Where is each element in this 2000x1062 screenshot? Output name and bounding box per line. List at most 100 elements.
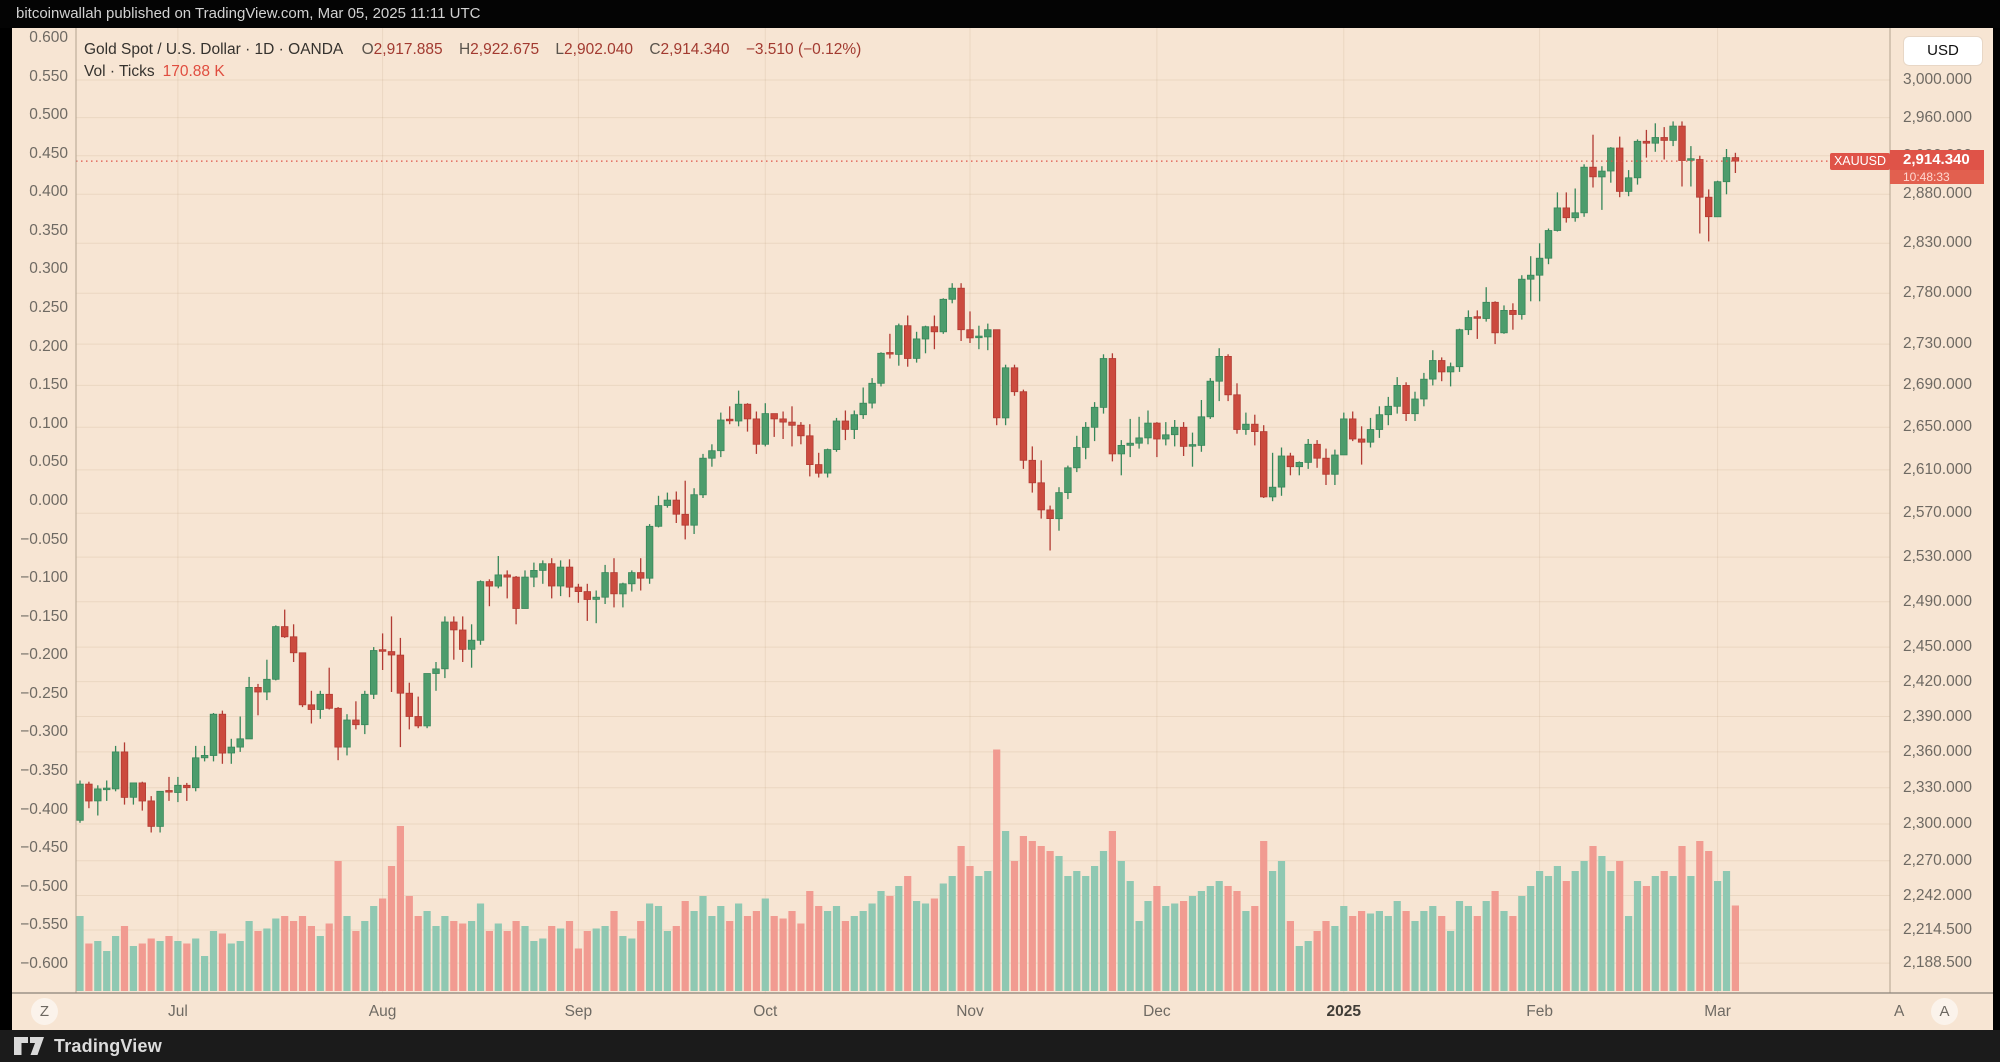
left-axis-tick: 0.550 [29,67,68,85]
volume-bar [494,923,502,991]
volume-bar [1580,861,1588,991]
right-axis-tick: 2,650.000 [1903,418,1972,436]
candle-body [1028,459,1036,484]
volume-bar [1313,931,1321,991]
price-chart-plot[interactable] [12,28,1993,1030]
volume-bar [904,876,912,991]
volume-bar [1562,881,1570,991]
candle-body [1598,170,1606,178]
candle-body [1108,358,1117,455]
candle-body [1491,301,1499,334]
volume-bar [174,941,182,991]
volume-bar [298,916,307,991]
volume-bar [930,898,938,991]
candle-body [1669,125,1677,141]
candle-body [369,650,378,695]
volume-bar [1375,911,1383,991]
candle-body [1607,147,1615,172]
time-axis-month-label: Sep [564,1002,593,1020]
volume-bar [708,916,716,991]
left-axis-tick: 0.500 [29,106,68,124]
volume-bar [1162,906,1170,991]
candle-body [912,338,921,359]
volume-bar [192,938,200,991]
volume-bar [1269,871,1277,991]
candle-body [1411,398,1419,415]
clipped-month-label: A [1894,1003,1905,1020]
bar-countdown: 10:48:33 [1890,170,1984,184]
candle-body [610,572,618,595]
candle-body [245,687,253,740]
candle-body [1073,447,1081,469]
volume-bar [1082,876,1090,991]
symbol-price-tag: XAUUSD [1830,153,1890,170]
volume-bar [1028,841,1036,991]
candle-body [512,576,520,609]
candle-body [227,746,235,754]
candle-body [1099,358,1108,408]
volume-bar [1037,846,1045,991]
volume-bar [646,903,654,991]
currency-toggle-button[interactable]: USD [1904,37,1982,65]
time-axis-month-label: Jul [167,1002,188,1020]
candle-body [1562,207,1570,219]
candle-body [1162,434,1170,440]
volume-bar [1482,901,1490,991]
left-axis-tick: 0.200 [29,337,68,355]
volume-bar [379,898,387,991]
volume-bar [183,943,191,991]
volume-bar [1669,876,1677,991]
right-price-scale[interactable]: 3,000.0002,960.0002,920.0002,880.0002,83… [1890,28,1993,993]
volume-bar [654,906,663,991]
tradingview-logo-icon[interactable] [14,1037,45,1055]
volume-bar [1509,916,1517,991]
candle-body [1064,467,1072,493]
candle-body [1126,442,1134,446]
volume-bar [815,906,823,991]
symbol-title[interactable]: Gold Spot / U.S. Dollar · 1D · OANDA [84,41,344,58]
right-scale-badge[interactable]: A [1931,998,1958,1025]
left-scale-badge[interactable]: Z [31,998,58,1025]
candle-body [289,636,298,654]
volume-label[interactable]: Vol · Ticks [84,63,155,80]
left-axis-tick: −0.150 [20,607,68,625]
left-price-scale[interactable]: 0.600 0.550 0.500 0.450 0.400 0.350 0.300 0.250… [12,28,76,993]
candle-body [1500,309,1508,334]
volume-bar [975,876,983,991]
volume-bar [957,846,965,991]
candle-body [476,581,485,641]
right-axis-tick: 2,360.000 [1903,742,1972,760]
candle-body [343,719,351,748]
candle-body [654,505,663,527]
left-axis-tick: 0.600 [29,29,68,46]
left-axis-tick: 0.300 [29,260,68,278]
candle-body [1144,422,1152,439]
volume-bar [201,956,209,991]
candle-body [1197,416,1206,446]
right-axis-tick: 2,242.000 [1903,886,1972,904]
candle-body [886,352,894,355]
candle-body [254,687,262,693]
candle-body [1696,159,1704,198]
left-axis-tick: −0.100 [20,569,68,587]
candle-body [681,513,689,526]
volume-bar [1536,871,1544,991]
tradingview-brand[interactable]: TradingView [54,1035,162,1056]
volume-bar [1117,861,1125,991]
volume-bar [699,896,707,991]
volume-bar [138,943,146,991]
time-scale[interactable]: Jul Aug Sep Oct Nov Dec 2025 Feb Mar [12,993,1993,1030]
volume-bar [1197,891,1205,991]
right-axis-tick: 2,390.000 [1903,707,1972,725]
volume-bar [1518,896,1526,991]
right-axis-tick: 2,450.000 [1903,638,1972,656]
candle-body [414,716,422,727]
volume-bar [236,941,244,991]
volume-bar [583,931,591,991]
volume-bar [717,906,725,991]
candle-body [1340,418,1348,456]
volume-bar [1304,941,1312,991]
candle-body [450,621,458,631]
volume-bar [1616,861,1624,991]
volume-bar [913,901,921,991]
